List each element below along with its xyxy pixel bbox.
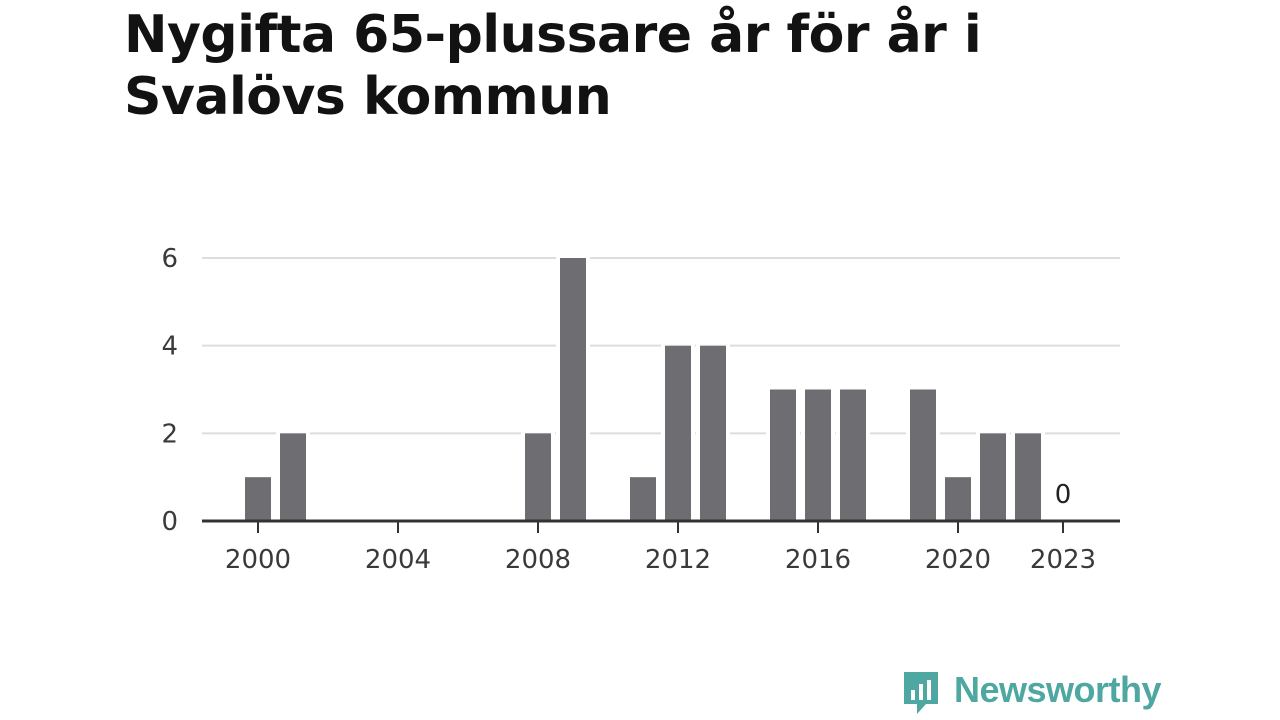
- bar-2000[interactable]: [245, 477, 271, 521]
- x-tick-label: 2023: [1030, 545, 1096, 575]
- labels: 0 2 4 6 2000 2004 2008 2012 2016 2020 2023 0: [161, 244, 1096, 575]
- y-tick-label: 2: [161, 419, 178, 449]
- x-tick-label: 2016: [785, 545, 851, 575]
- bar-2013[interactable]: [700, 345, 726, 521]
- bar-chart: 0 2 4 6 2000 2004 2008 2012 2016 2020 2023 0: [161, 244, 1120, 575]
- y-tick-label: 0: [161, 507, 178, 537]
- bar-2022[interactable]: [1015, 433, 1041, 521]
- bar-2017[interactable]: [840, 389, 866, 522]
- bars: [241, 257, 1045, 521]
- bar-2019[interactable]: [910, 389, 936, 522]
- x-tick-label: 2012: [645, 545, 711, 575]
- newsworthy-logo[interactable]: Newsworthy: [900, 668, 1162, 720]
- y-tick-label: 4: [161, 332, 178, 362]
- newsworthy-logo-icon: [904, 672, 938, 714]
- x-tick-label: 2004: [365, 545, 431, 575]
- x-tick-label: 2020: [925, 545, 991, 575]
- axes: [202, 519, 1120, 533]
- x-tick-label: 2008: [505, 545, 571, 575]
- data-label-2023: 0: [1055, 480, 1072, 510]
- bar-2009[interactable]: [560, 258, 586, 521]
- bar-2012[interactable]: [665, 345, 691, 521]
- chart-title: Nygifta 65-plussare år för år i Svalövs …: [124, 5, 982, 127]
- bar-2011[interactable]: [630, 477, 656, 521]
- bar-2020[interactable]: [945, 477, 971, 521]
- y-tick-label: 6: [161, 244, 178, 274]
- bar-2016[interactable]: [805, 389, 831, 522]
- x-tick-label: 2000: [225, 545, 291, 575]
- bar-2015[interactable]: [770, 389, 796, 522]
- bar-2008[interactable]: [525, 433, 551, 521]
- bar-2021[interactable]: [980, 433, 1006, 521]
- newsworthy-brand-name: Newsworthy: [954, 669, 1162, 710]
- bar-2001[interactable]: [280, 433, 306, 521]
